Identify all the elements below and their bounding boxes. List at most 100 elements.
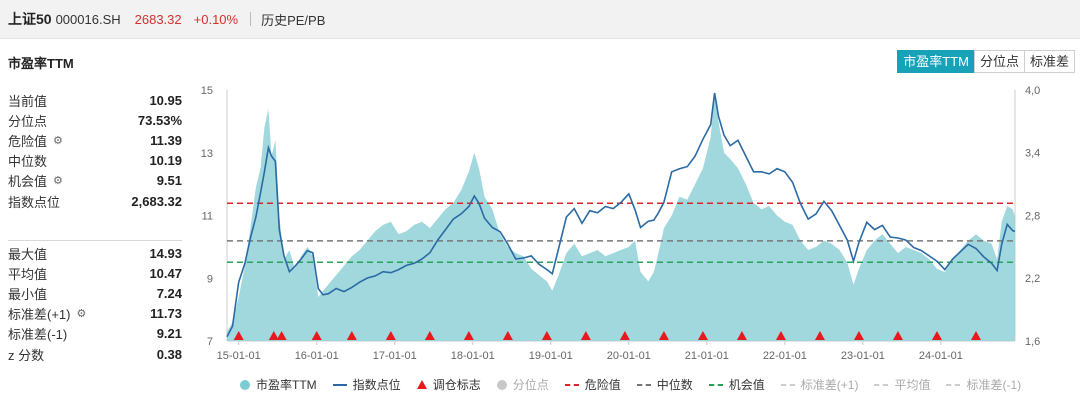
- index-price: 2683.32: [134, 11, 182, 27]
- stats-panel-current: 当前值 10.95 分位点 73.53% 危险值 ⚙ 11.39 中位数 10.19 机会值 ⚙ 9.…: [8, 90, 182, 211]
- stat-label-text: 当前值: [8, 93, 48, 109]
- legend-item[interactable]: 中位数: [636, 376, 693, 393]
- stat-label-text: 标准差(+1): [8, 307, 71, 323]
- y-left-tick-label: 13: [201, 148, 213, 160]
- legend-label: 标准差(+1): [800, 378, 859, 392]
- y-right-tick-label: 4,029: [1025, 85, 1040, 97]
- stat-value: 10.19: [149, 153, 182, 169]
- legend-item[interactable]: 指数点位: [332, 376, 401, 393]
- legend-dash-icon: [946, 383, 961, 386]
- stat-row: 分位点 73.53%: [8, 110, 182, 130]
- index-code: 000016.SH: [55, 11, 121, 27]
- legend-item[interactable]: 危险值: [564, 376, 621, 393]
- x-tick-label: 16-01-01: [295, 350, 339, 362]
- rebalance-marker: [424, 331, 435, 340]
- stat-label: 平均值: [8, 264, 47, 283]
- stat-label-text: 中位数: [8, 154, 48, 170]
- header-divider: [250, 12, 252, 26]
- legend-line-icon: [332, 383, 347, 386]
- index-name: 上证50: [8, 11, 52, 27]
- settings-gear-icon[interactable]: ⚙: [53, 134, 63, 147]
- rebalance-marker: [892, 331, 903, 340]
- legend-item[interactable]: 平均值: [874, 376, 930, 393]
- stat-value: 7.24: [156, 285, 182, 301]
- x-tick-label: 22-01-01: [763, 350, 807, 362]
- legend-dash-icon: [780, 383, 795, 386]
- stat-label-text: z 分数: [8, 347, 45, 363]
- index-change: +0.10%: [193, 11, 239, 27]
- stats-panel-history: 最大值 14.93 平均值 10.47 最小值 7.24 标准差(+1) ⚙ 11.73 标准差(…: [8, 243, 182, 364]
- section-title: 市盈率TTM: [8, 56, 74, 71]
- tab-std-dev[interactable]: 标准差: [1023, 50, 1075, 73]
- stat-label-text: 最小值: [8, 286, 48, 302]
- legend-label: 平均值: [894, 378, 931, 392]
- legend-label: 调仓标志: [432, 378, 481, 392]
- rebalance-marker: [697, 331, 708, 340]
- rebalance-marker: [931, 331, 942, 340]
- legend-dash-icon: [708, 383, 723, 386]
- x-tick-label: 15-01-01: [217, 350, 261, 362]
- legend-triangle-icon: [416, 380, 427, 389]
- stat-value: 10.95: [149, 92, 182, 108]
- stats-divider: [8, 240, 182, 241]
- legend-item[interactable]: 调仓标志: [416, 376, 481, 393]
- y-right-tick-label: 3,434: [1025, 148, 1040, 160]
- rebalance-marker: [814, 331, 825, 340]
- stat-row: 机会值 ⚙ 9.51: [8, 171, 182, 191]
- stat-label: 指数点位: [8, 192, 60, 211]
- stat-label-text: 机会值: [8, 174, 48, 190]
- stat-label-text: 分位点: [8, 113, 48, 129]
- y-left-tick-label: 9: [207, 273, 213, 285]
- stat-label-text: 指数点位: [8, 194, 61, 210]
- rebalance-marker: [311, 331, 322, 340]
- settings-gear-icon[interactable]: ⚙: [53, 175, 63, 188]
- stat-label-text: 平均值: [8, 266, 48, 282]
- rebalance-marker: [541, 331, 552, 340]
- header-bar: 上证50 000016.SH 2683.32 +0.10% 历史PE/PB: [0, 0, 1080, 39]
- y-left-tick-label: 15: [201, 85, 213, 97]
- rebalance-marker: [658, 331, 669, 340]
- tab-pe-ttm[interactable]: 市盈率TTM: [897, 50, 975, 73]
- stat-label: 分位点: [8, 111, 47, 130]
- y-right-tick-label: 2,836: [1025, 210, 1040, 222]
- chart-legend: 市盈率TTM 指数点位 调仓标志 分位点 危险值 中位数 机会值 标准差(+1) 平均值 标准差(…: [240, 376, 1037, 393]
- legend-label: 中位数: [656, 378, 693, 392]
- stat-label-text: 标准差(-1): [8, 327, 68, 343]
- rebalance-marker: [580, 331, 591, 340]
- legend-label: 机会值: [728, 378, 765, 392]
- legend-item[interactable]: 标准差(-1): [946, 376, 1021, 393]
- stat-value: 73.53%: [137, 112, 182, 128]
- stat-value: 9.21: [156, 326, 182, 342]
- stat-row: 最大值 14.93: [8, 243, 182, 263]
- stat-label: z 分数: [8, 345, 44, 364]
- stat-label-text: 危险值: [8, 133, 48, 149]
- legend-label: 危险值: [584, 378, 621, 392]
- legend-item[interactable]: 机会值: [708, 376, 765, 393]
- stat-value: 9.51: [156, 173, 182, 189]
- stat-label: 标准差(-1): [8, 324, 67, 343]
- legend-item[interactable]: 分位点: [496, 376, 549, 393]
- x-tick-label: 19-01-01: [529, 350, 573, 362]
- stat-row: 中位数 10.19: [8, 151, 182, 171]
- rebalance-marker: [853, 331, 864, 340]
- stat-label: 机会值 ⚙: [8, 171, 63, 190]
- history-pe-pb-tab[interactable]: 历史PE/PB: [261, 12, 326, 28]
- x-tick-label: 24-01-01: [919, 350, 963, 362]
- rebalance-marker: [775, 331, 786, 340]
- legend-item[interactable]: 市盈率TTM: [240, 376, 317, 393]
- stat-label: 标准差(+1) ⚙: [8, 304, 86, 323]
- stat-row: 标准差(+1) ⚙ 11.73: [8, 304, 182, 324]
- settings-gear-icon[interactable]: ⚙: [76, 308, 87, 321]
- legend-item[interactable]: 标准差(+1): [780, 376, 859, 393]
- stat-row: 当前值 10.95: [8, 90, 182, 110]
- stat-label: 最大值: [8, 244, 47, 263]
- pe-ttm-area: [227, 93, 1015, 341]
- stat-label: 中位数: [8, 151, 47, 170]
- y-right-tick-label: 2,238: [1025, 273, 1040, 285]
- stat-value: 14.93: [149, 245, 182, 261]
- y-left-tick-label: 7: [207, 336, 213, 348]
- legend-label: 指数点位: [352, 378, 401, 392]
- tab-percentile[interactable]: 分位点: [973, 50, 1025, 73]
- legend-label: 标准差(-1): [966, 378, 1022, 392]
- stat-row: 最小值 7.24: [8, 283, 182, 303]
